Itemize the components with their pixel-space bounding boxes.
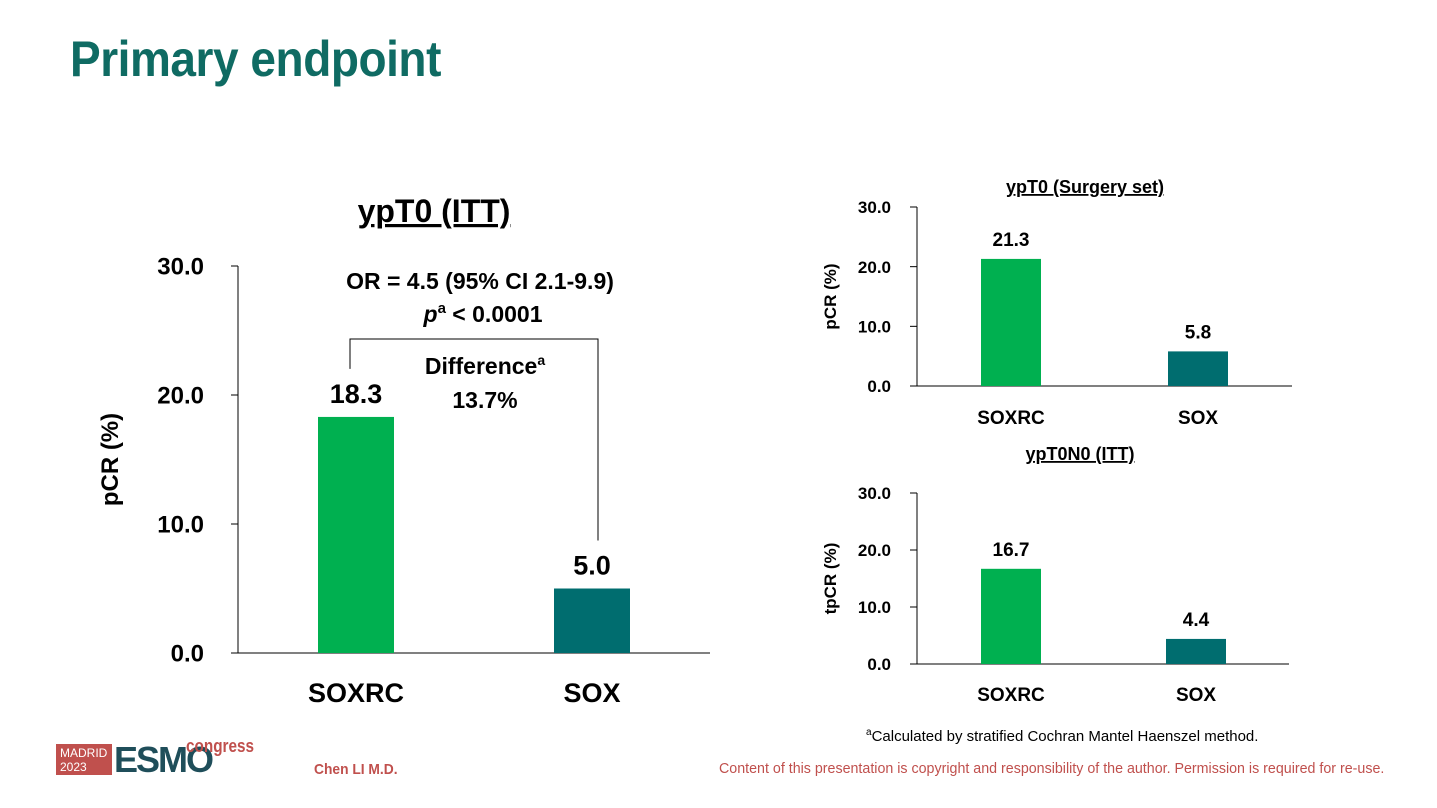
p-value-annotation: pa < 0.0001 — [423, 300, 543, 327]
chart2-y-tick-label: 10.0 — [858, 317, 891, 336]
logo-city-box: MADRID 2023 — [56, 744, 112, 775]
chart2-title: ypT0 (Surgery set) — [1006, 177, 1164, 197]
chart3-title: ypT0N0 (ITT) — [1025, 444, 1134, 464]
difference-label: Difference — [425, 353, 537, 379]
chart1-value-label: 5.0 — [573, 551, 611, 581]
chart2-bar-soxrc — [981, 258, 1041, 386]
comparison-bracket — [349, 338, 599, 541]
chart1-value-label: 18.3 — [330, 379, 383, 409]
chart1-category-label: SOXRC — [308, 678, 404, 708]
chart1-y-tick-label: 30.0 — [157, 254, 204, 281]
chart3-y-tick-label: 10.0 — [858, 598, 891, 617]
footnote-sup: a — [866, 727, 872, 738]
chart1-category-label: SOX — [563, 678, 620, 708]
logo-brand: ESMO — [114, 739, 214, 780]
chart3-value-label: 16.7 — [993, 540, 1030, 561]
chart2-y-tick-label: 20.0 — [858, 258, 891, 277]
chart2-value-label: 5.8 — [1185, 322, 1211, 343]
chart2-bar-sox — [1168, 351, 1228, 386]
logo-year: 2023 — [60, 760, 87, 774]
chart1-y-axis-label: pCR (%) — [97, 413, 124, 506]
chart3-bar-sox — [1166, 638, 1226, 664]
difference-annotation: Differencea — [425, 352, 545, 379]
chart1-y-tick-label: 0.0 — [171, 641, 204, 668]
logo-city: MADRID — [60, 746, 108, 760]
chart1-y-tick-label: 20.0 — [157, 383, 204, 410]
page-title: Primary endpoint — [70, 31, 441, 87]
chart3-y-tick-label: 20.0 — [858, 541, 891, 560]
difference-value: 13.7% — [452, 387, 517, 413]
p-value: < 0.0001 — [446, 301, 543, 327]
chart2-category-label: SOXRC — [977, 408, 1045, 429]
chart3-category-label: SOXRC — [977, 685, 1045, 706]
chart3-category-label: SOX — [1176, 685, 1216, 706]
chart1-y-tick-label: 10.0 — [157, 512, 204, 539]
logo-suffix: congress — [186, 736, 255, 756]
esmo-logo: MADRID 2023 ESMO congress — [56, 736, 256, 780]
chart2-y-tick-label: 0.0 — [867, 377, 891, 396]
author-name: Chen LI M.D. — [314, 761, 398, 778]
chart3-y-tick-label: 30.0 — [858, 484, 891, 503]
p-symbol: p — [423, 301, 438, 327]
footnote: aCalculated by stratified Cochran Mantel… — [866, 727, 1258, 745]
or-annotation: OR = 4.5 (95% CI 2.1-9.9) — [346, 268, 614, 294]
chart2-value-label: 21.3 — [993, 230, 1030, 251]
difference-superscript: a — [537, 352, 545, 368]
chart3-value-label: 4.4 — [1183, 610, 1210, 631]
chart3-y-axis-label: tpCR (%) — [821, 543, 840, 615]
chart1-title: ypT0 (ITT) — [358, 193, 511, 229]
chart3-bar-soxrc — [981, 568, 1041, 664]
footnote-text: Calculated by stratified Cochran Mantel … — [871, 728, 1259, 745]
chart3-y-tick-label: 0.0 — [867, 655, 891, 674]
chart1-bar-sox — [554, 588, 630, 653]
chart1-bar-soxrc — [318, 416, 394, 653]
chart2-y-tick-label: 30.0 — [858, 198, 891, 217]
copyright-notice: Content of this presentation is copyrigh… — [718, 760, 1384, 777]
chart2-y-axis-label: pCR (%) — [821, 263, 840, 329]
chart2-category-label: SOX — [1178, 408, 1218, 429]
p-superscript: a — [438, 300, 447, 317]
